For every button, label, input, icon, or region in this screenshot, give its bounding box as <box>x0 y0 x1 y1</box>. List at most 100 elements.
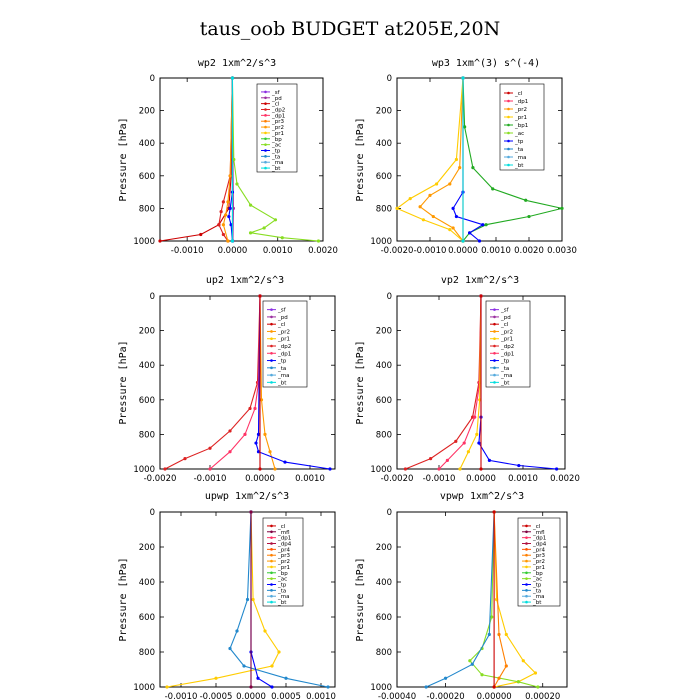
series-marker-pr1 <box>466 450 470 454</box>
y-tick-label: 400 <box>376 361 392 371</box>
series-marker-tp <box>468 231 472 235</box>
series-marker-ta <box>470 662 474 666</box>
y-tick-label: 0 <box>150 508 155 518</box>
y-axis-label: Pressure [hPa] <box>355 117 366 201</box>
series-marker-cl <box>158 239 162 243</box>
x-tick-label: 0.0010 <box>508 474 538 484</box>
series-marker-tp <box>283 460 287 464</box>
series-marker-cl <box>258 467 262 471</box>
legend-marker-pr3 <box>270 553 273 557</box>
legend-marker-tp <box>270 583 273 586</box>
legend-label: _bp1 <box>514 123 528 129</box>
series-line-pr1 <box>395 77 464 242</box>
series-marker-dp2 <box>183 457 187 461</box>
series-marker-ac <box>235 182 239 186</box>
x-tick-label: 0.0005 <box>271 692 301 700</box>
series-marker-pr2 <box>458 166 462 170</box>
legend-label: _pr3 <box>532 553 546 559</box>
series-marker-bp1 <box>524 198 528 202</box>
y-tick-label: 200 <box>139 107 155 117</box>
legend-marker-pr2 <box>270 330 273 333</box>
legend-marker-pr2 <box>507 107 510 111</box>
legend-label: _dp1 <box>514 99 528 105</box>
legend-marker-bt <box>264 166 267 170</box>
legend-label: _pr1 <box>277 565 290 571</box>
legend-label: _tp <box>277 583 287 589</box>
legend-marker-sf <box>264 90 267 94</box>
y-tick-label: 200 <box>139 327 155 337</box>
y-axis-label: Pressure [hPa] <box>118 117 129 201</box>
series-marker-pr1 <box>408 197 412 201</box>
series-marker-tp <box>555 467 559 471</box>
series-marker-tp <box>487 458 491 462</box>
legend-label: _pr1 <box>500 337 513 343</box>
series-marker-pr2 <box>221 223 225 227</box>
y-tick-label: 1000 <box>370 683 392 693</box>
legend-box <box>499 83 545 171</box>
legend-marker-sf <box>493 308 496 311</box>
series-marker-ta <box>424 685 428 689</box>
series-marker-pr1 <box>521 659 525 663</box>
legend-marker-tp <box>507 139 510 143</box>
series-marker-pr3 <box>497 676 501 680</box>
legend-label: _tp <box>514 139 524 145</box>
series-marker-tp <box>227 214 231 219</box>
series-marker-ta <box>228 646 232 651</box>
series-line-pr1 <box>166 511 280 688</box>
series-marker-pr2 <box>268 450 272 454</box>
series-marker-dp1 <box>228 450 232 454</box>
series-marker-ac <box>468 659 472 663</box>
series-marker-ac <box>490 615 494 619</box>
legend-marker-ma <box>525 594 528 598</box>
legend-marker-bt <box>525 600 528 604</box>
series-marker-dp2 <box>208 446 212 450</box>
series-marker-pr1 <box>458 467 462 471</box>
plot-frame <box>396 511 568 688</box>
legend-marker-mfl <box>270 530 273 534</box>
legend-marker-ta <box>493 366 496 370</box>
legend-marker-ma <box>270 594 273 598</box>
series-marker-tp <box>256 450 261 454</box>
x-tick-label: 0.00000 <box>477 692 512 700</box>
series-marker-dp2 <box>429 457 433 461</box>
panel-title: wp3 1xm^(3) s^(-4) <box>432 58 540 69</box>
series-marker-pr2 <box>273 467 277 471</box>
y-tick-label: 0 <box>150 292 155 302</box>
legend-label: _bp <box>532 571 543 577</box>
legend-label: _pd <box>500 315 511 321</box>
series-line-pr2 <box>419 77 464 242</box>
y-tick-label: 600 <box>376 172 392 182</box>
series-marker-tp <box>254 441 258 445</box>
series-marker-dp1 <box>437 467 441 471</box>
y-tick-label: 200 <box>376 107 392 117</box>
legend-marker-tp <box>525 583 528 586</box>
series-marker-tp <box>477 239 482 243</box>
legend-label: _dp1 <box>271 113 285 119</box>
legend-label: _ta <box>271 154 280 160</box>
legend-marker-dp4 <box>525 542 528 545</box>
series-marker-bt <box>461 239 465 243</box>
legend-label: _ac <box>514 131 524 137</box>
series-marker-pr2 <box>418 205 422 209</box>
series-marker-dp1 <box>253 406 257 411</box>
legend-marker-dp1 <box>264 114 267 117</box>
x-tick-label: -0.0010 <box>423 474 456 484</box>
series-marker-pr1 <box>435 182 439 186</box>
y-tick-label: 200 <box>376 543 392 553</box>
series-marker-pr1 <box>214 676 218 680</box>
legend-marker-dp2 <box>264 108 267 111</box>
legend-marker-sf <box>270 308 273 311</box>
legend-marker-pr1 <box>270 337 273 341</box>
legend-label: _cl <box>514 91 523 97</box>
legend-marker-pd <box>270 315 273 319</box>
y-tick-label: 1000 <box>370 237 392 247</box>
legend-marker-ta <box>507 147 510 151</box>
y-tick-label: 800 <box>139 648 155 658</box>
legend-label: _cl <box>277 524 286 530</box>
series-marker-cl <box>479 467 483 471</box>
legend-marker-pr2 <box>270 559 273 563</box>
legend-box <box>256 83 298 173</box>
series-marker-pr1 <box>165 685 169 689</box>
series-marker-dp2 <box>248 406 252 411</box>
x-tick-label: -0.00040 <box>378 692 416 700</box>
